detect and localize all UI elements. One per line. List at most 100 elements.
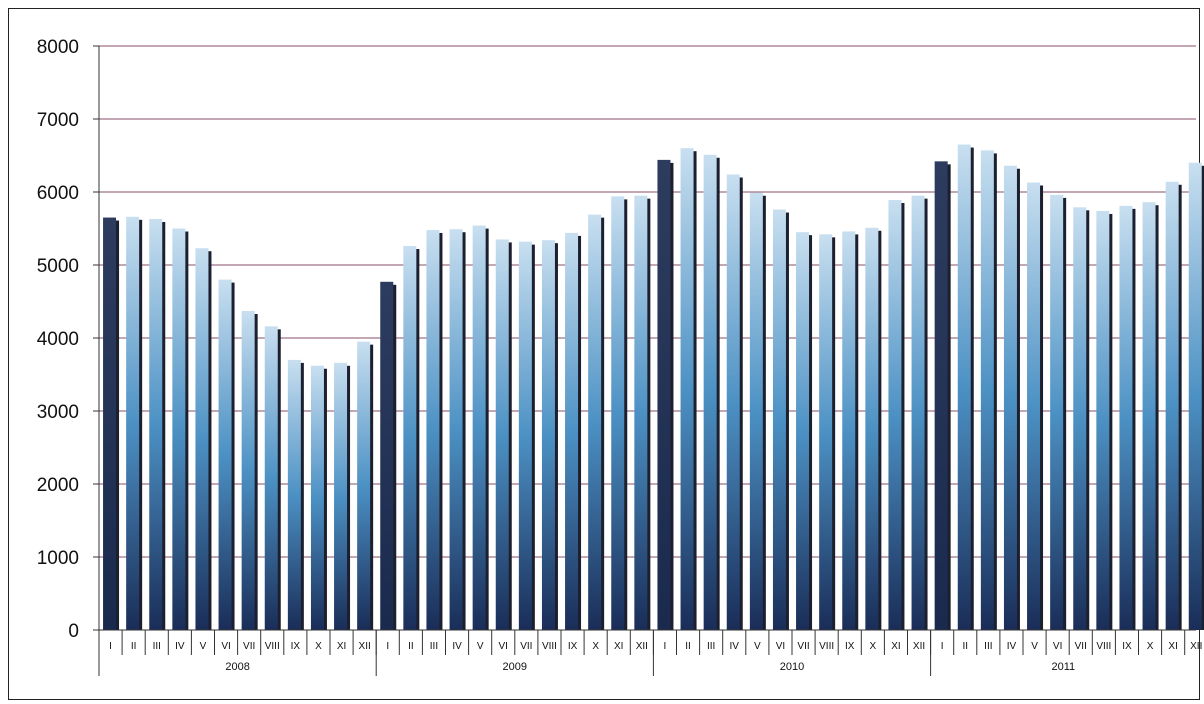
bar (980, 150, 994, 630)
bar (149, 219, 163, 630)
month-label: V (1031, 641, 1038, 652)
bar (772, 209, 786, 630)
bar (1142, 202, 1156, 630)
month-label: VIII (542, 641, 557, 652)
month-label: II (962, 641, 968, 652)
bar (541, 240, 555, 630)
month-label: IX (568, 641, 578, 652)
bar (611, 196, 625, 630)
month-label: VII (243, 641, 255, 652)
month-label: III (707, 641, 715, 652)
y-tick-label: 7000 (37, 110, 79, 131)
month-label: VIII (265, 641, 280, 652)
month-label: VII (520, 641, 532, 652)
y-axis: 0 1000 2000 3000 4000 5000 6000 7000 8000 (37, 37, 100, 642)
y-tick-label: 3000 (37, 402, 79, 423)
month-label: III (153, 641, 161, 652)
month-label: I (941, 641, 944, 652)
month-label: XII (1190, 641, 1202, 652)
bar (796, 232, 810, 630)
bar (357, 341, 371, 630)
bar (726, 174, 740, 631)
bars (103, 144, 1204, 631)
bar (680, 148, 694, 630)
bar (1003, 165, 1017, 630)
month-label: VI (776, 641, 785, 652)
month-label: II (131, 641, 137, 652)
month-label: IX (845, 641, 855, 652)
x-axis: I II III IV V VI VII VIII IX X XI XII I II III IV V VI VII… (98, 629, 1202, 676)
bar (380, 281, 394, 630)
month-label: V (200, 641, 207, 652)
bar (310, 365, 324, 630)
bar (403, 246, 417, 630)
bar (218, 279, 232, 630)
month-label: IV (730, 641, 740, 652)
bar (911, 195, 925, 630)
bar (1050, 194, 1064, 631)
bar (1119, 205, 1133, 630)
month-label: XII (636, 641, 648, 652)
bar (888, 200, 902, 630)
bar (934, 161, 948, 630)
bar (495, 239, 509, 630)
bar (195, 248, 209, 630)
month-label: I (386, 641, 389, 652)
bar (957, 144, 971, 631)
bar (634, 195, 648, 630)
bar (287, 359, 301, 630)
month-label: VII (1075, 641, 1087, 652)
bar (518, 241, 532, 630)
y-tick-label: 5000 (37, 256, 79, 277)
bar (241, 310, 255, 630)
bar (1165, 181, 1179, 630)
month-label: VI (1053, 641, 1062, 652)
bar (657, 159, 671, 630)
month-label: III (430, 641, 438, 652)
bar (449, 229, 463, 631)
month-label: IX (291, 641, 301, 652)
year-label: 2010 (780, 661, 804, 673)
y-tick-label: 1000 (37, 548, 79, 569)
month-label: III (984, 641, 992, 652)
month-label: X (1147, 641, 1154, 652)
month-label: IV (175, 641, 185, 652)
month-label: VI (499, 641, 508, 652)
month-label: VII (797, 641, 809, 652)
bar (703, 154, 717, 630)
y-tick-label: 8000 (37, 37, 79, 58)
bar (334, 362, 348, 630)
month-label: IV (452, 641, 462, 652)
month-label: VI (221, 641, 230, 652)
month-label: I (664, 641, 667, 652)
bar (819, 234, 833, 630)
bar (1073, 207, 1087, 630)
month-label: XI (1168, 641, 1177, 652)
month-label: IV (1007, 641, 1017, 652)
month-label: II (408, 641, 414, 652)
month-label: VIII (1096, 641, 1111, 652)
y-tick-label: 0 (68, 621, 79, 642)
bar (865, 227, 879, 630)
month-label: XI (614, 641, 623, 652)
month-label: XI (891, 641, 900, 652)
month-label: X (870, 641, 877, 652)
month-label: XI (337, 641, 346, 652)
month-label: V (754, 641, 761, 652)
bar (749, 192, 763, 631)
bar (426, 229, 440, 630)
month-label: X (592, 641, 599, 652)
bar (1096, 210, 1110, 631)
month-label: IX (1122, 641, 1132, 652)
bar (588, 214, 602, 630)
y-tick-label: 4000 (37, 329, 79, 350)
bar (1188, 162, 1202, 631)
month-label: XII (913, 641, 925, 652)
month-label: II (685, 641, 691, 652)
year-label: 2009 (503, 661, 527, 673)
bar (264, 326, 278, 630)
month-label: XII (359, 641, 371, 652)
year-label: 2011 (1051, 661, 1075, 673)
bar (472, 225, 486, 630)
